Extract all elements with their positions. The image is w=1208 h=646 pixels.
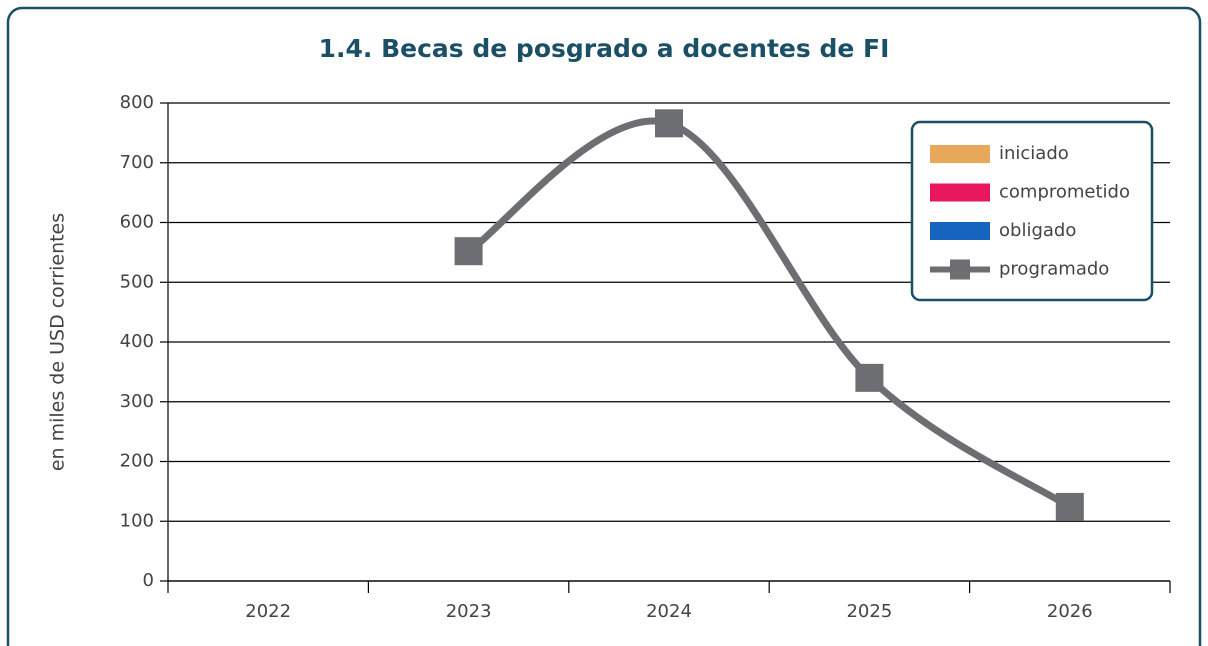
line [466, 117, 1072, 510]
chart-title: 1.4. Becas de posgrado a docentes de FI [319, 34, 890, 63]
y-tick-label: 800 [120, 92, 154, 113]
y-tick-label: 600 [120, 212, 154, 233]
x-tick-label: 2023 [446, 601, 492, 622]
marker [655, 109, 683, 138]
y-tick-label: 100 [120, 510, 154, 531]
x-tick-label: 2025 [846, 601, 892, 622]
x-tick-label: 2022 [245, 601, 291, 622]
y-axis-label: en miles de USD corrientes [47, 213, 69, 471]
legend-swatch [930, 222, 990, 240]
y-tick-label: 300 [120, 391, 154, 412]
legend-label: iniciado [999, 143, 1069, 164]
legend-swatch [930, 145, 990, 163]
legend-label: comprometido [999, 182, 1130, 203]
y-tick-label: 200 [120, 451, 154, 472]
marker [1055, 492, 1084, 521]
y-tick-label: 400 [120, 331, 154, 352]
frame [6, 6, 1202, 646]
marker [454, 237, 483, 266]
legend-marker [950, 259, 970, 280]
legend-swatch [930, 183, 990, 202]
legend-box [910, 120, 1154, 302]
legend-label: programado [999, 259, 1109, 280]
y-tick-label: 700 [120, 152, 154, 173]
y-tick-label: 500 [120, 271, 154, 292]
x-tick-label: 2026 [1047, 601, 1093, 622]
y-tick-label: 0 [143, 570, 154, 591]
legend-label: obligado [999, 220, 1076, 241]
x-tick-label: 2024 [646, 601, 692, 622]
marker [855, 363, 884, 392]
